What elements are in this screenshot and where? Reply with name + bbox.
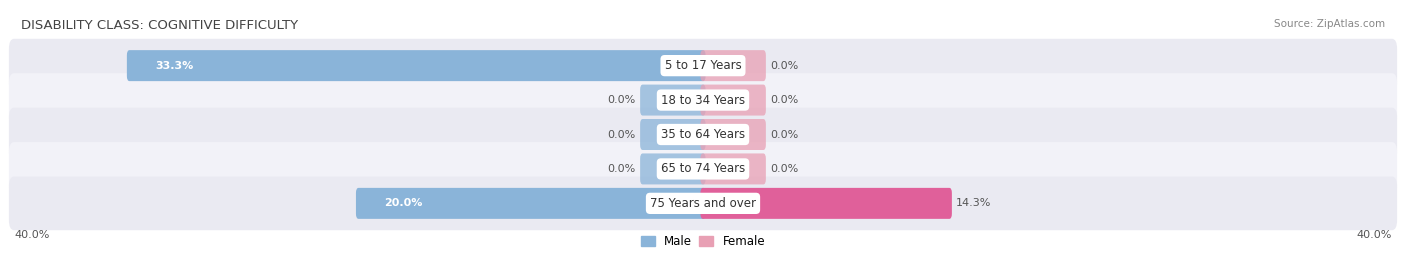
Text: Source: ZipAtlas.com: Source: ZipAtlas.com <box>1274 19 1385 29</box>
FancyBboxPatch shape <box>640 84 706 116</box>
Text: 33.3%: 33.3% <box>155 61 194 71</box>
Text: 14.3%: 14.3% <box>956 198 991 208</box>
Text: 0.0%: 0.0% <box>607 129 636 140</box>
FancyBboxPatch shape <box>8 176 1398 230</box>
Legend: Male, Female: Male, Female <box>636 230 770 253</box>
FancyBboxPatch shape <box>640 153 706 185</box>
Text: 0.0%: 0.0% <box>607 164 636 174</box>
Text: 40.0%: 40.0% <box>1357 230 1392 240</box>
FancyBboxPatch shape <box>700 119 766 150</box>
Text: 0.0%: 0.0% <box>770 129 799 140</box>
Text: 0.0%: 0.0% <box>607 95 636 105</box>
FancyBboxPatch shape <box>356 188 706 219</box>
FancyBboxPatch shape <box>640 119 706 150</box>
Text: 0.0%: 0.0% <box>770 164 799 174</box>
FancyBboxPatch shape <box>700 153 766 185</box>
Text: 5 to 17 Years: 5 to 17 Years <box>665 59 741 72</box>
Text: 18 to 34 Years: 18 to 34 Years <box>661 94 745 107</box>
Text: 0.0%: 0.0% <box>770 61 799 71</box>
Text: 75 Years and over: 75 Years and over <box>650 197 756 210</box>
Text: 65 to 74 Years: 65 to 74 Years <box>661 162 745 175</box>
Text: 35 to 64 Years: 35 to 64 Years <box>661 128 745 141</box>
Text: 40.0%: 40.0% <box>14 230 49 240</box>
FancyBboxPatch shape <box>8 39 1398 93</box>
FancyBboxPatch shape <box>700 84 766 116</box>
Text: DISABILITY CLASS: COGNITIVE DIFFICULTY: DISABILITY CLASS: COGNITIVE DIFFICULTY <box>21 19 298 32</box>
Text: 0.0%: 0.0% <box>770 95 799 105</box>
FancyBboxPatch shape <box>8 142 1398 196</box>
FancyBboxPatch shape <box>700 188 952 219</box>
FancyBboxPatch shape <box>127 50 706 81</box>
FancyBboxPatch shape <box>8 108 1398 161</box>
FancyBboxPatch shape <box>8 73 1398 127</box>
Text: 20.0%: 20.0% <box>384 198 423 208</box>
FancyBboxPatch shape <box>700 50 766 81</box>
